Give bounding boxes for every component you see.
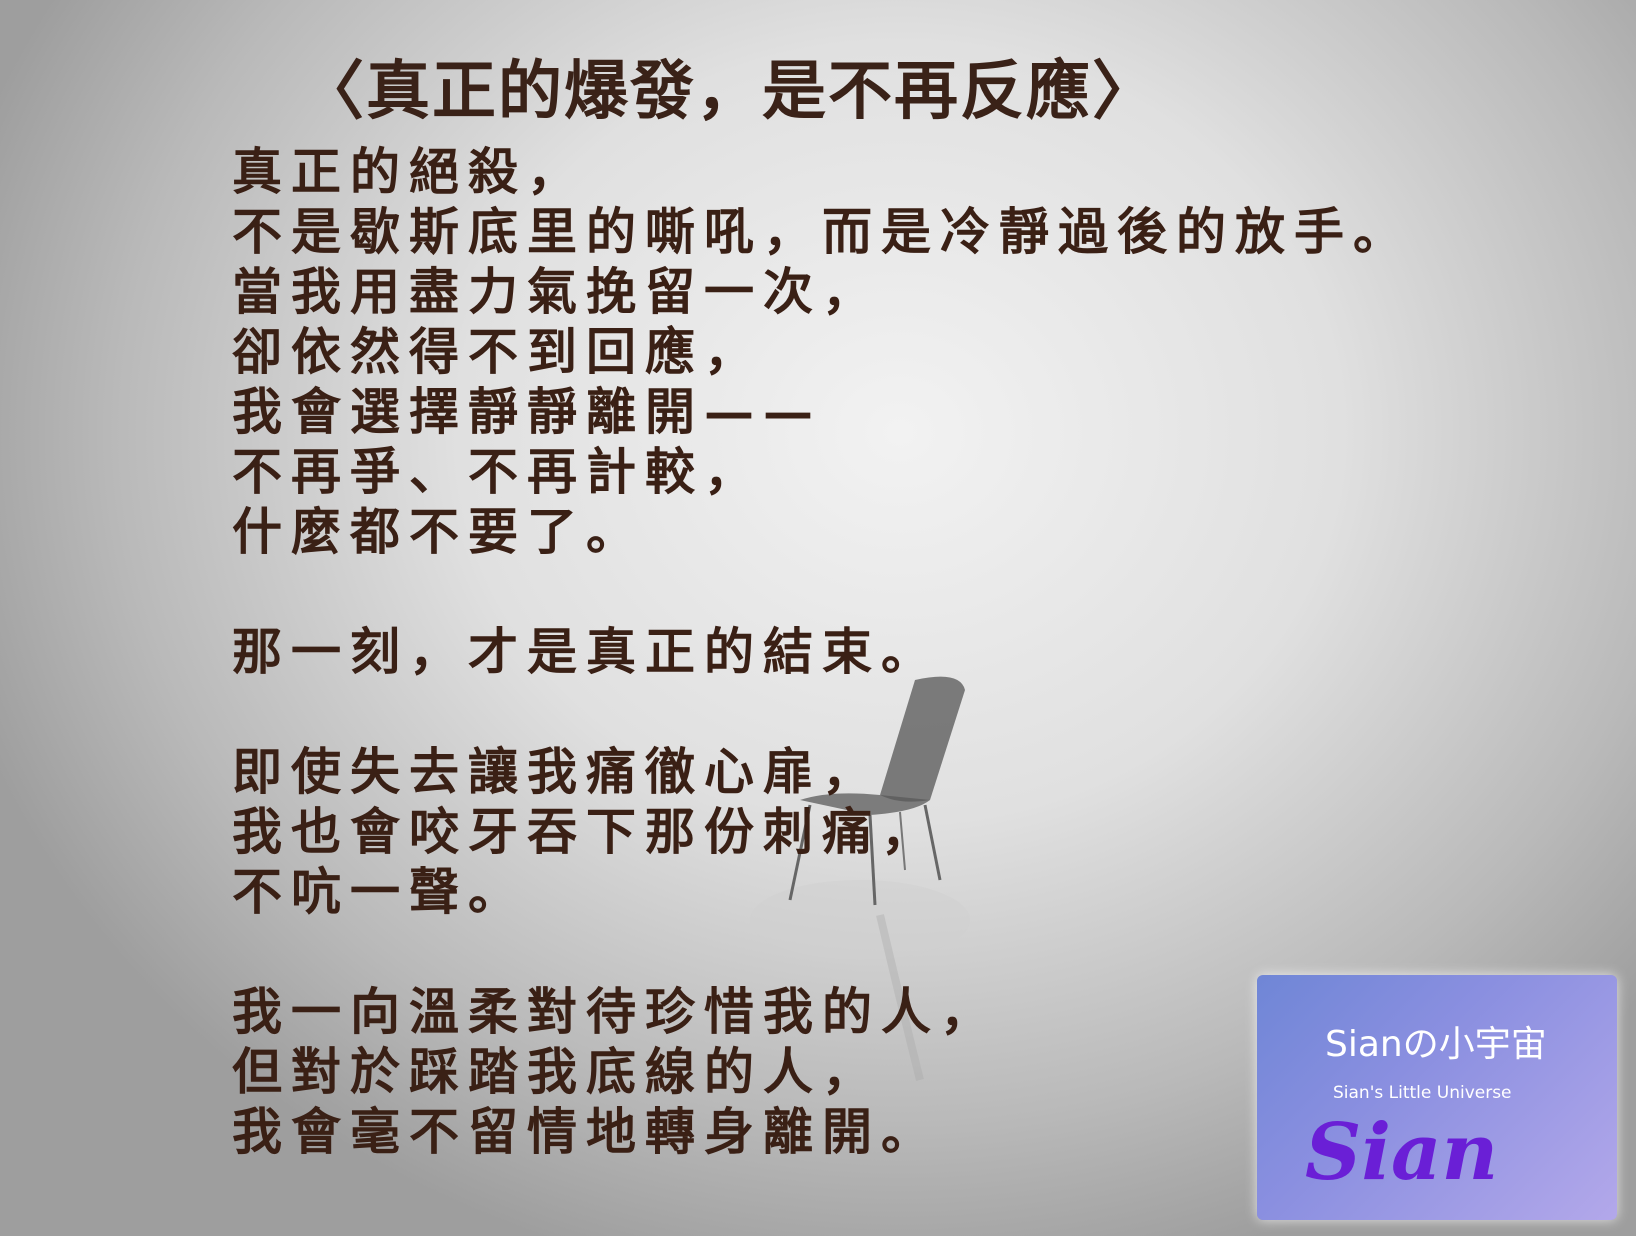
- poem-line: 真正的絕殺，: [232, 142, 586, 201]
- poem-line: 什麼都不要了。: [232, 502, 645, 561]
- logo-signature: Sian: [1305, 1107, 1499, 1198]
- poem-line: 我一向溫柔對待珍惜我的人，: [232, 982, 999, 1041]
- poem-line: 我會選擇靜靜離開——: [232, 382, 822, 441]
- poem-line: 卻依然得不到回應，: [232, 322, 763, 381]
- poem-line: 不是歇斯底里的嘶吼，而是冷靜過後的放手。: [232, 202, 1412, 261]
- poem-line: 不再爭、不再計較，: [232, 442, 763, 501]
- logo-subtitle: Sian's Little Universe: [1333, 1083, 1512, 1103]
- poem-line: 但對於踩踏我底線的人，: [232, 1042, 881, 1101]
- title: 〈真正的爆發，是不再反應〉: [300, 55, 1158, 129]
- poem-line: 不吭一聲。: [232, 862, 527, 921]
- logo-name: Sianの小宇宙: [1325, 1024, 1547, 1065]
- poem-line: 我也會咬牙吞下那份刺痛，: [232, 802, 940, 861]
- poem-line: 即使失去讓我痛徹心扉，: [232, 742, 881, 801]
- poem-line: 我會毫不留情地轉身離開。: [232, 1102, 940, 1161]
- poem-line: 當我用盡力氣挽留一次，: [232, 262, 881, 321]
- logo: Sianの小宇宙 Sian's Little Universe Sian: [1257, 975, 1617, 1220]
- poem-line: 那一刻，才是真正的結束。: [232, 622, 940, 681]
